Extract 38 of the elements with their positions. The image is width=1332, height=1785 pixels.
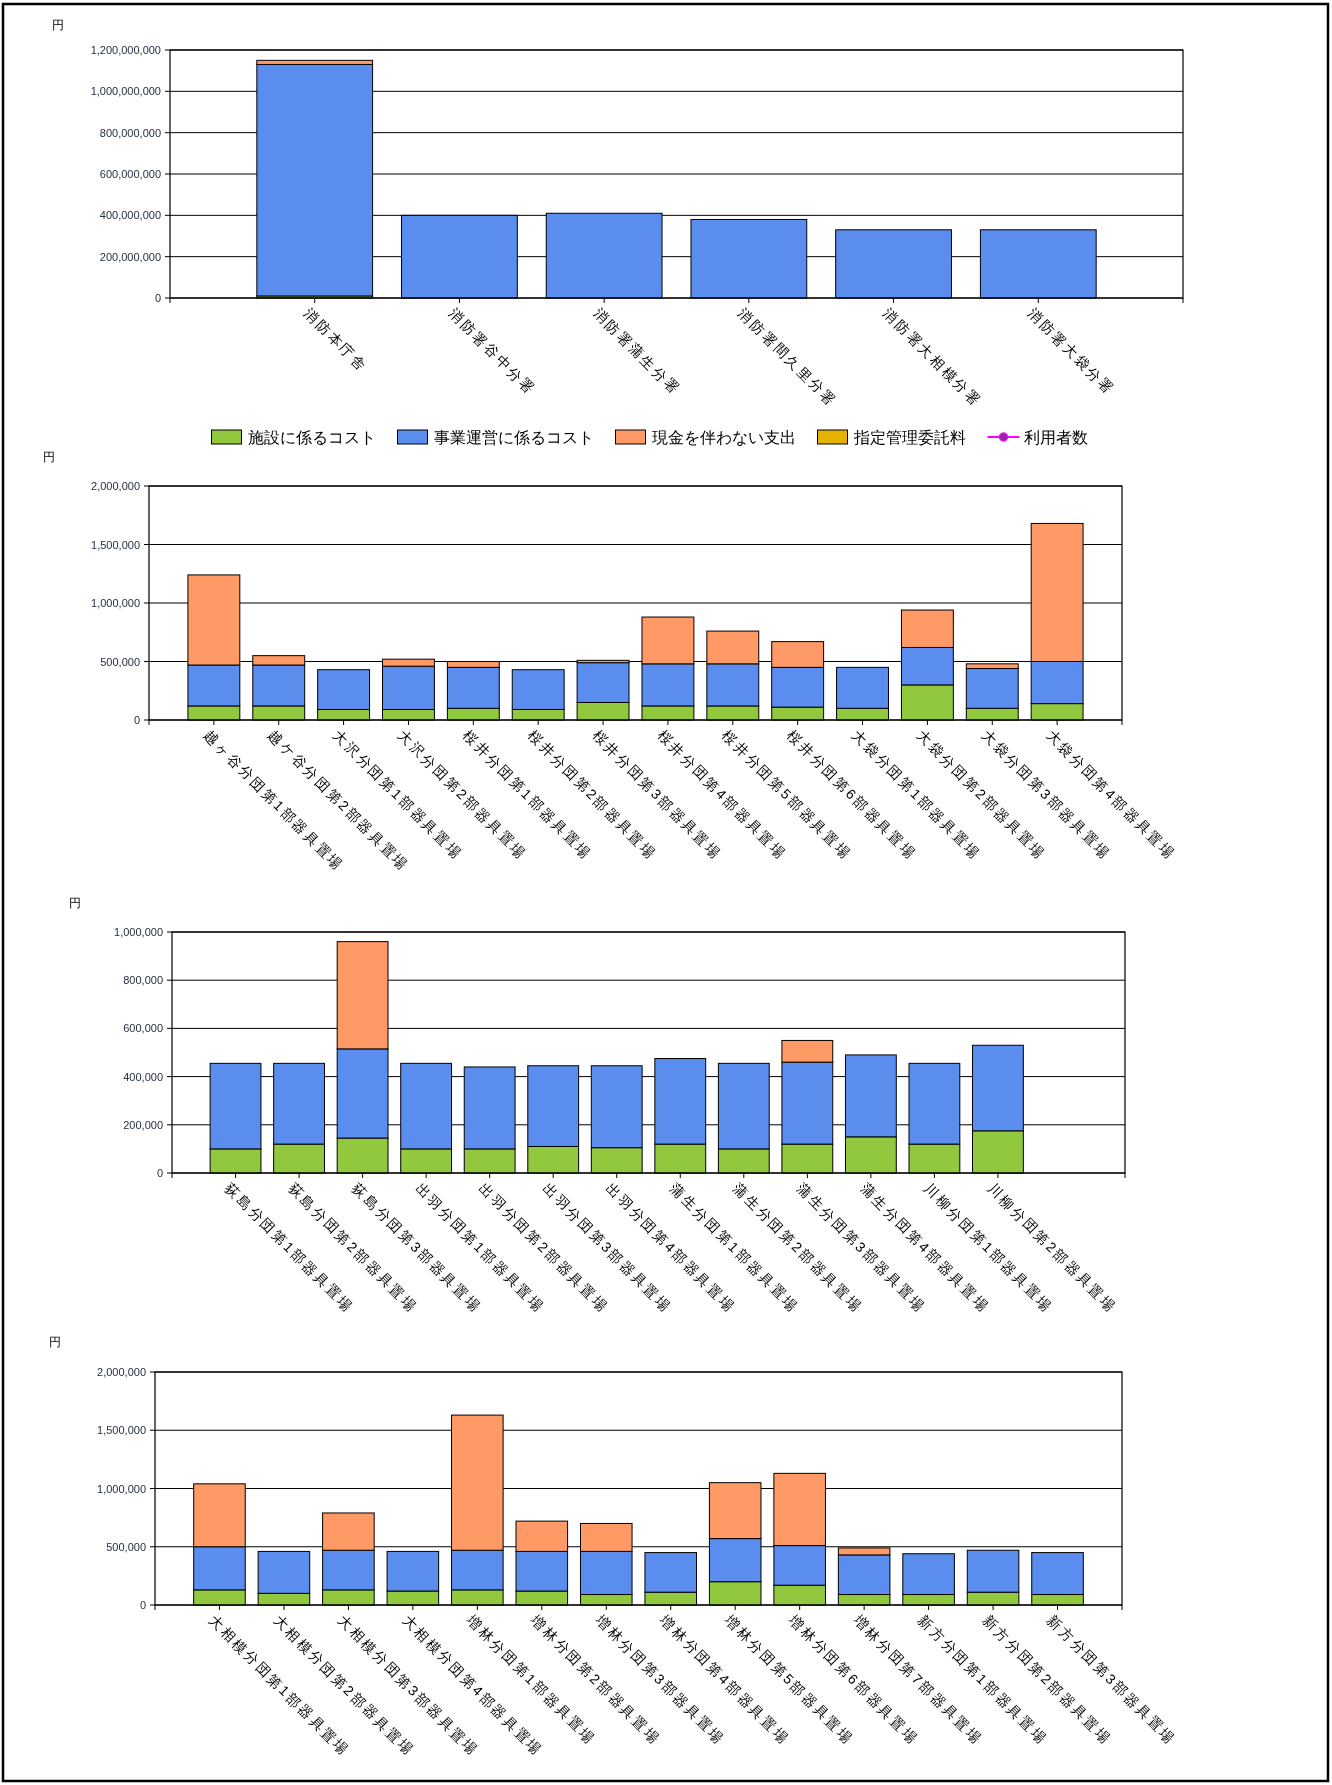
y-tick-label: 200,000 (123, 1118, 163, 1131)
legend-label: 指定管理委託料 (852, 428, 966, 446)
legend-label: 施設に係るコスト (247, 428, 376, 446)
y-tick-label: 1,000,000 (91, 597, 140, 609)
x-tick-label: 消防署蒲生分署 (590, 305, 684, 399)
legend-label: 事業運営に係るコスト (433, 428, 594, 446)
x-tick-label: 消防本庁舎 (301, 305, 371, 375)
y-axis-title: 円 (69, 896, 81, 910)
legend-label: 現金を伴わない支出 (651, 428, 796, 446)
y-tick-label: 800,000,000 (99, 126, 161, 139)
y-tick-label: 1,000,000 (97, 1482, 146, 1495)
y-tick-label: 0 (139, 1599, 146, 1611)
y-tick-label: 200,000,000 (99, 250, 161, 263)
y-tick-label: 800,000 (123, 974, 163, 987)
y-tick-label: 500,000 (106, 1540, 146, 1553)
y-tick-label: 0 (154, 292, 161, 304)
legend-label: 利用者数 (1023, 428, 1088, 446)
y-tick-label: 600,000 (123, 1022, 163, 1035)
y-tick-label: 0 (156, 1167, 163, 1179)
y-axis-title: 円 (52, 18, 64, 32)
y-tick-label: 2,000,000 (91, 480, 140, 492)
x-tick-label: 消防署間久里分署 (735, 305, 841, 410)
y-axis-title: 円 (49, 1335, 61, 1349)
y-tick-label: 400,000,000 (99, 209, 161, 222)
y-tick-label: 1,000,000 (114, 926, 163, 938)
x-tick-label: 消防署谷中分署 (445, 305, 539, 399)
x-tick-label: 消防署大相模分署 (880, 305, 985, 410)
y-tick-label: 0 (133, 714, 140, 726)
y-tick-label: 1,500,000 (91, 538, 140, 551)
y-axis-title: 円 (43, 450, 55, 464)
y-tick-label: 400,000 (123, 1070, 163, 1083)
y-tick-label: 600,000,000 (99, 168, 161, 180)
y-tick-label: 1,200,000,000 (90, 44, 161, 56)
y-tick-label: 2,000,000 (97, 1366, 146, 1378)
y-tick-label: 1,000,000,000 (90, 85, 161, 98)
y-tick-label: 1,500,000 (97, 1424, 146, 1437)
x-tick-label: 消防署大袋分署 (1024, 305, 1118, 399)
y-tick-label: 500,000 (100, 655, 140, 668)
